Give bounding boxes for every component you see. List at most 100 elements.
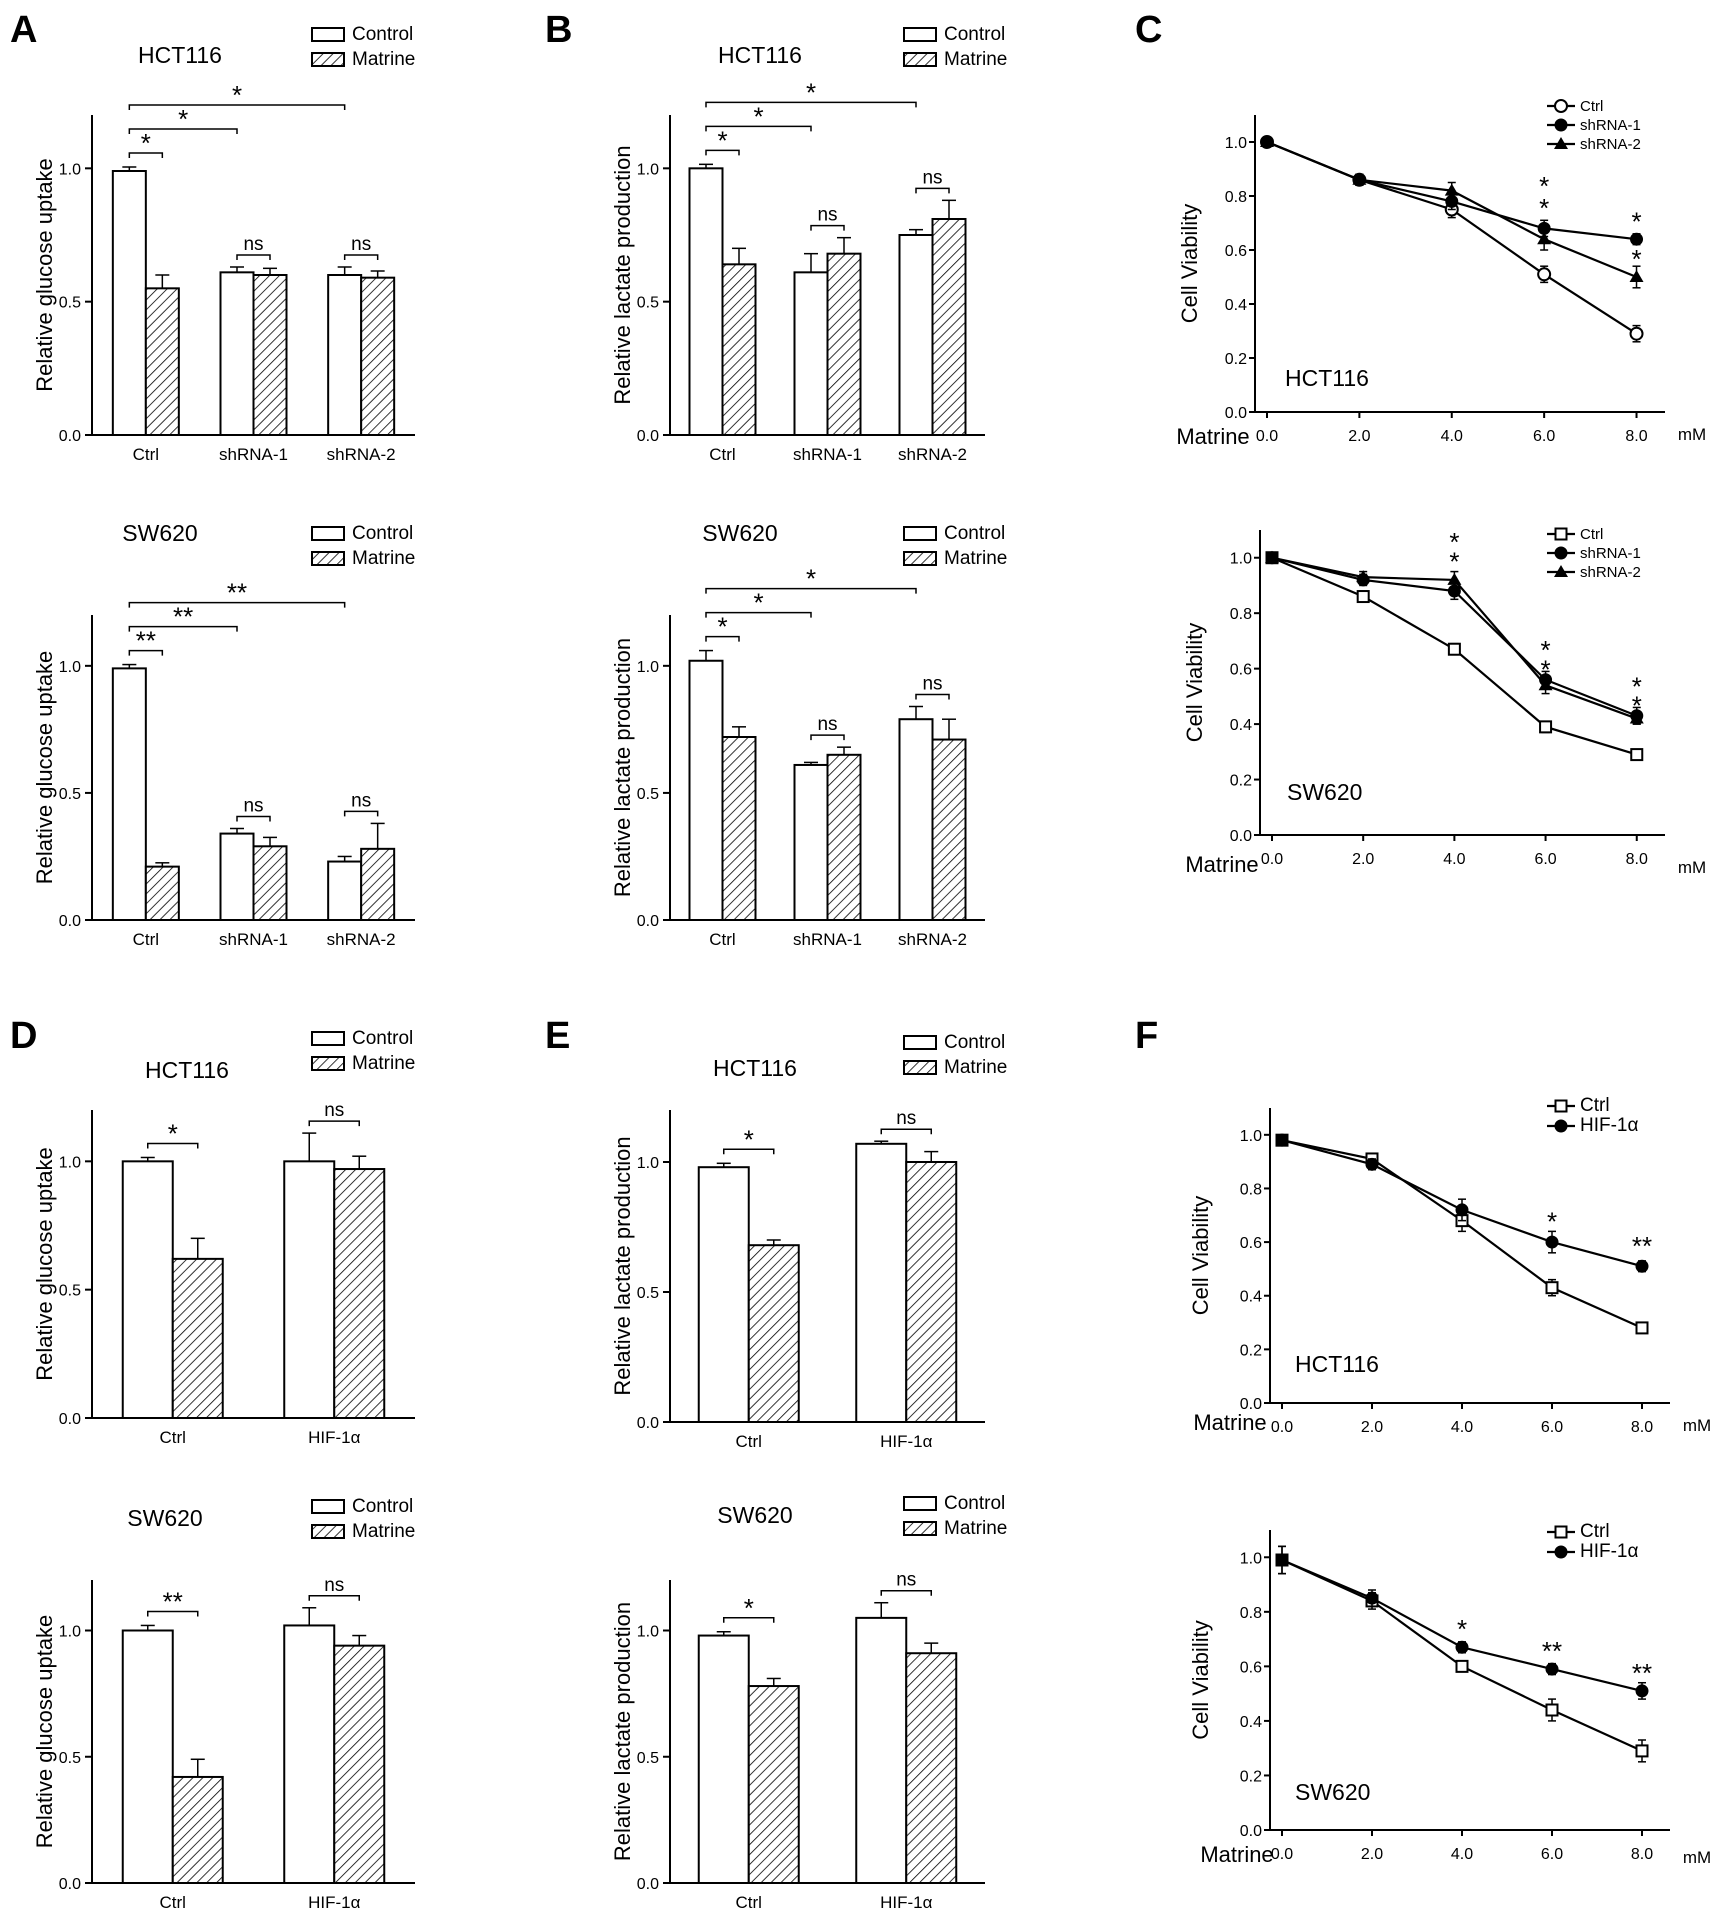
ns-bracket bbox=[810, 734, 845, 741]
ns-bracket bbox=[343, 810, 379, 817]
x-tick-label: 6.0 bbox=[1541, 1419, 1563, 1436]
bar-control bbox=[121, 1629, 174, 1884]
data-point bbox=[1545, 1662, 1559, 1676]
y-tick-label: 0.5 bbox=[59, 295, 81, 312]
bar-matrine bbox=[905, 1161, 958, 1423]
significance-label: * bbox=[753, 101, 763, 131]
category-label: shRNA-2 bbox=[327, 930, 396, 949]
y-tick-label: 0.0 bbox=[1230, 828, 1252, 845]
y-axis-label: Cell Viability bbox=[1182, 623, 1207, 742]
y-tick-label: 0.0 bbox=[1240, 1396, 1262, 1413]
significance-label: * bbox=[178, 104, 188, 134]
chart-c1: 0.0 0.2 0.4 0.6 0.8 1.0 0.0 2.0 4.0 6.0 8.0 Matrine… bbox=[1176, 98, 1706, 449]
category-label: shRNA-1 bbox=[219, 930, 288, 949]
bar-control bbox=[855, 1616, 908, 1884]
category-label: HIF-1α bbox=[308, 1428, 361, 1447]
significance-label: * bbox=[717, 125, 727, 155]
x-tick-label: 4.0 bbox=[1451, 1846, 1473, 1863]
x-tick-label: 8.0 bbox=[1626, 851, 1648, 868]
x-tick-label: 8.0 bbox=[1631, 1846, 1653, 1863]
data-point bbox=[1635, 1744, 1649, 1758]
significance-label: * bbox=[717, 612, 727, 642]
bar-control bbox=[898, 234, 934, 436]
data-point bbox=[1629, 270, 1644, 282]
x-tick-label: 2.0 bbox=[1352, 851, 1374, 868]
x-tick-label: 4.0 bbox=[1451, 1419, 1473, 1436]
legend-label-control: Control bbox=[944, 1032, 1005, 1053]
y-tick-label: 0.5 bbox=[637, 1285, 659, 1302]
bar-matrine bbox=[931, 738, 967, 922]
legend-swatch-matrine bbox=[903, 1521, 937, 1536]
series-ctrl bbox=[1275, 1545, 1649, 1763]
significance-label: * bbox=[232, 80, 242, 110]
significance-label: * bbox=[1541, 635, 1551, 665]
y-tick-label: 1.0 bbox=[637, 161, 659, 178]
legend-marker bbox=[1554, 527, 1568, 541]
legend-swatch-matrine bbox=[311, 1524, 345, 1539]
y-tick-label: 0.2 bbox=[1240, 1768, 1262, 1785]
x-tick-label: 8.0 bbox=[1631, 1419, 1653, 1436]
legend-label-matrine: Matrine bbox=[352, 548, 415, 569]
legend-swatch-matrine bbox=[311, 52, 345, 67]
legend: Control Matrine bbox=[311, 1496, 415, 1542]
legend-label-control: Control bbox=[352, 523, 413, 544]
legend-label-control: Control bbox=[944, 24, 1005, 45]
legend-label: Ctrl bbox=[1580, 1095, 1610, 1116]
bar-matrine bbox=[905, 1652, 958, 1884]
category-label: HIF-1α bbox=[880, 1893, 933, 1909]
y-axis-label: Relative lactate production bbox=[610, 145, 635, 404]
category-label: shRNA-1 bbox=[793, 445, 862, 464]
bar-matrine bbox=[333, 1168, 386, 1419]
ns-bracket bbox=[308, 1120, 360, 1127]
bar-control bbox=[283, 1624, 336, 1884]
bar-control bbox=[688, 659, 724, 921]
significance-label: * bbox=[806, 77, 816, 107]
x-axis-unit: mM bbox=[1683, 1416, 1711, 1435]
y-tick-label: 0.8 bbox=[1230, 606, 1252, 623]
chart-title: SW620 bbox=[1287, 779, 1362, 805]
category-label: Ctrl bbox=[160, 1428, 186, 1447]
y-tick-label: 1.0 bbox=[1225, 135, 1247, 152]
y-tick-label: 0.4 bbox=[1225, 297, 1247, 314]
y-tick-label: 1.0 bbox=[1240, 1128, 1262, 1145]
significance-bracket bbox=[705, 101, 917, 108]
significance-bracket bbox=[147, 1610, 199, 1617]
category-label: Ctrl bbox=[160, 1893, 186, 1909]
series-line bbox=[1281, 1139, 1643, 1329]
significance-label: * bbox=[753, 588, 763, 618]
legend-label-control: Control bbox=[944, 1493, 1005, 1514]
y-tick-label: 0.0 bbox=[637, 1415, 659, 1432]
significance-bracket bbox=[723, 1148, 775, 1155]
legend-swatch-matrine bbox=[903, 1060, 937, 1075]
significance-label: * bbox=[1449, 527, 1459, 557]
bar-matrine bbox=[747, 1685, 800, 1885]
x-axis-unit: mM bbox=[1678, 425, 1706, 444]
chart-title: HCT116 bbox=[713, 1055, 797, 1081]
legend-swatch-matrine bbox=[903, 52, 937, 67]
legend-marker bbox=[1554, 137, 1568, 149]
y-tick-label: 0.0 bbox=[1225, 405, 1247, 422]
ns-label: ns bbox=[324, 1575, 344, 1596]
significance-label: ** bbox=[1632, 1231, 1652, 1261]
legend-label-matrine: Matrine bbox=[944, 49, 1007, 70]
series-ctrl bbox=[1275, 1133, 1649, 1335]
ns-label: ns bbox=[351, 790, 371, 811]
legend: Ctrl shRNA-1 shRNA-2 bbox=[1547, 526, 1641, 581]
bar-matrine bbox=[826, 753, 862, 922]
category-label: Ctrl bbox=[709, 445, 735, 464]
bar-control bbox=[327, 860, 363, 922]
legend-label: Ctrl bbox=[1580, 526, 1603, 543]
bar-matrine bbox=[333, 1644, 386, 1885]
ns-bracket bbox=[236, 815, 271, 822]
y-tick-label: 0.6 bbox=[1240, 1659, 1262, 1676]
bar-matrine bbox=[144, 287, 180, 437]
x-axis-unit: mM bbox=[1683, 1848, 1711, 1867]
y-axis-label: Cell Viability bbox=[1188, 1196, 1213, 1315]
significance-bracket bbox=[705, 587, 917, 594]
